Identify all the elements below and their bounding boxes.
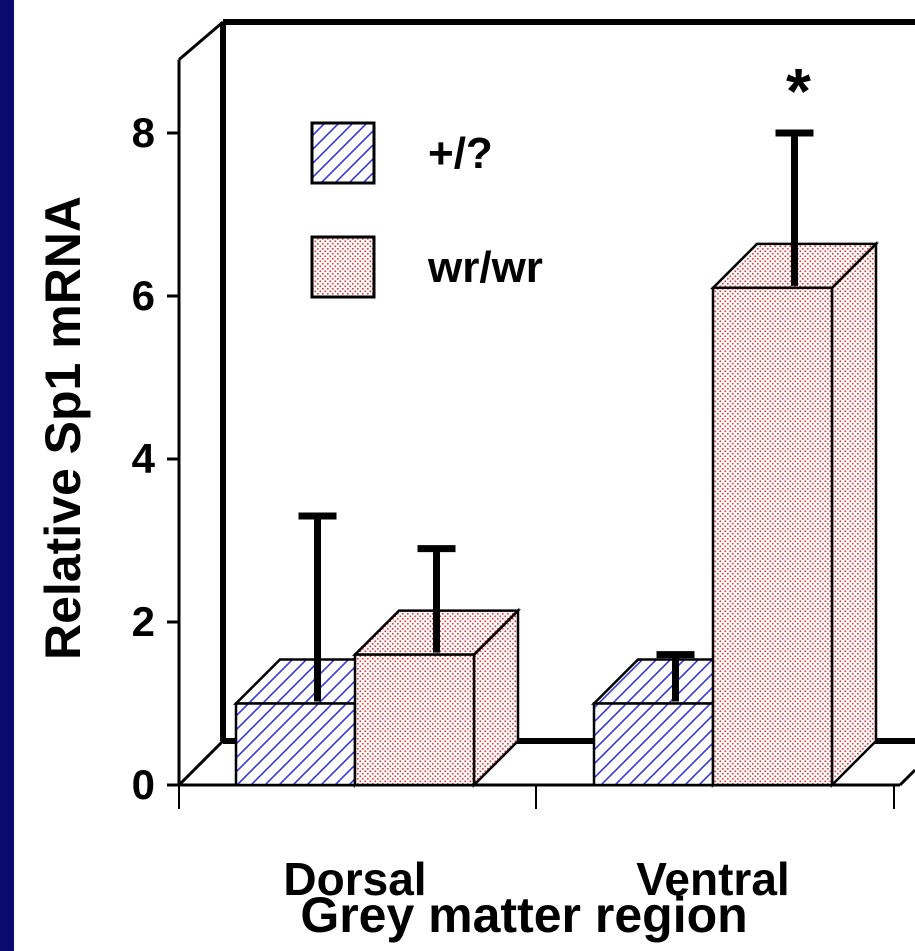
legend-swatch [310, 121, 376, 185]
bar-front-face [592, 702, 715, 787]
legend-item: wr/wr [310, 235, 543, 299]
legend: +/? wr/wr [310, 121, 543, 299]
y-tick-label: 4 [132, 435, 156, 482]
legend-label: +/? [428, 129, 493, 178]
bar [351, 545, 522, 789]
y-axis-label: Relative Sp1 mRNA [35, 196, 91, 660]
bar-front-face [711, 286, 834, 787]
y-tick-label: 2 [132, 598, 155, 645]
y-axis: 0 2 4 6 8 [132, 59, 895, 809]
bar [709, 129, 880, 789]
x-tick-label: Dorsal [283, 853, 426, 905]
floor-left-edge [177, 739, 225, 787]
bar-side-face [830, 240, 878, 789]
legend-item: +/? [310, 121, 493, 185]
bar-front-face [234, 702, 357, 787]
bar-front-face [353, 653, 476, 787]
chart-canvas: 0 2 4 6 8 Dorsal Ventral * +/? wr/wr Relative S… [14, 0, 915, 951]
wall-top-diagonal [178, 20, 224, 61]
y-tick-label: 6 [132, 272, 155, 319]
y-tick-label: 0 [132, 761, 155, 808]
legend-label: wr/wr [427, 243, 543, 292]
x-tick-label: Ventral [636, 853, 789, 905]
bar [590, 651, 761, 789]
bars: Dorsal Ventral * [232, 55, 880, 905]
legend-swatch [310, 235, 376, 299]
floor-right-edge [898, 768, 915, 787]
significance-marker: * [786, 55, 811, 127]
x-axis-label: Grey matter region [300, 887, 747, 943]
bar-chart: 0 2 4 6 8 Dorsal Ventral * +/? wr/wr Relative S… [35, 19, 915, 943]
y-tick-label: 8 [132, 109, 155, 156]
